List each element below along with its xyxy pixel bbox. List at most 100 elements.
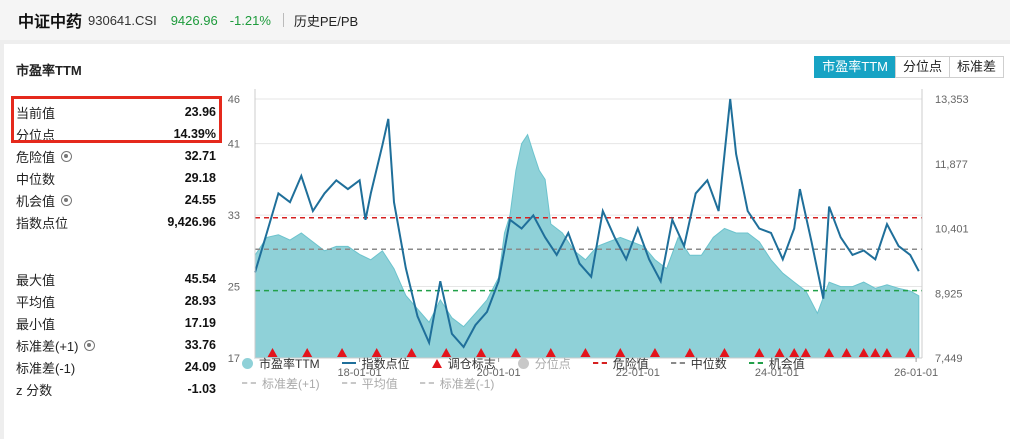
stat-label: 指数点位 xyxy=(16,213,68,232)
stat-label-text: 最小值 xyxy=(16,316,56,332)
rebalance-marker xyxy=(580,348,591,357)
rebalance-marker xyxy=(441,348,452,357)
stat-value: 23.96 xyxy=(184,105,216,119)
legend-item[interactable]: 标准差(-1) xyxy=(419,375,494,392)
index-price: 9426.96 xyxy=(170,12,218,28)
history-pe-pb-link[interactable]: 历史PE/PB xyxy=(293,13,359,29)
rebalance-marker xyxy=(684,348,695,357)
stat-row: z 分数 -1.03 xyxy=(16,378,216,400)
y-left-tick-label: 25 xyxy=(228,282,240,294)
rebalance-marker xyxy=(649,348,660,357)
stats-panel: 当前值 23.96 分位点 14.39% 危险值 32.71 中位数 29.18 机会值 24.5… xyxy=(16,101,216,233)
legend-item[interactable]: 调仓标志 xyxy=(431,355,496,372)
stat-row: 标准差(+1) 33.76 xyxy=(16,334,216,356)
stat-row: 最大值 45.54 xyxy=(16,268,216,290)
stat-value: 9,426.96 xyxy=(167,215,216,229)
x-tick-label: 18-01-01 xyxy=(338,367,382,379)
stat-value: 45.54 xyxy=(184,272,216,286)
stat-row: 危险值 32.71 xyxy=(16,145,216,167)
legend-label: 危险值 xyxy=(612,356,649,371)
y-left-tick-label: 46 xyxy=(228,94,240,106)
legend-label: 指数点位 xyxy=(361,356,410,371)
legend-item[interactable]: 市盈率TTM xyxy=(242,355,320,372)
stat-row: 最小值 17.19 xyxy=(16,312,216,334)
stat-row: 机会值 24.55 xyxy=(16,189,216,211)
stat-label: 机会值 xyxy=(16,191,73,210)
rebalance-marker xyxy=(881,348,892,357)
stat-label: z 分数 xyxy=(16,380,52,399)
legend-item[interactable]: 机会值 xyxy=(748,355,805,372)
x-tick-label: 22-01-01 xyxy=(616,367,660,379)
rebalance-marker xyxy=(824,348,835,357)
gear-icon[interactable] xyxy=(61,194,73,206)
triangle-icon xyxy=(431,358,442,368)
stat-label-text: 标准差(-1) xyxy=(16,360,76,376)
x-tick-label: 20-01-01 xyxy=(477,367,521,379)
legend-dash-icon xyxy=(748,362,763,364)
legend-item[interactable]: 危险值 xyxy=(592,355,649,372)
stat-value: 29.18 xyxy=(184,171,216,185)
legend-label: 标准差(+1) xyxy=(262,376,320,391)
stat-row: 当前值 23.96 xyxy=(16,101,216,123)
legend-label: 机会值 xyxy=(768,356,805,371)
legend-item[interactable]: 分位点 xyxy=(517,355,571,372)
rebalance-marker xyxy=(476,348,487,357)
rebalance-marker xyxy=(774,348,785,357)
legend-dash-icon xyxy=(242,382,256,384)
legend-item[interactable]: 指数点位 xyxy=(341,355,410,372)
stat-label-text: 机会值 xyxy=(16,193,56,209)
legend-label: 中位数 xyxy=(690,356,727,371)
index-name: 中证中药 xyxy=(18,14,83,31)
stat-value: 24.55 xyxy=(184,193,216,207)
index-code: 930641.CSI xyxy=(88,12,157,28)
y-right-tick-label: 10,401 xyxy=(935,224,969,236)
stats-panel-2: 最大值 45.54 平均值 28.93 最小值 17.19 标准差(+1) 33.76 标准差(… xyxy=(16,268,216,400)
gear-icon[interactable] xyxy=(84,339,96,351)
rebalance-marker xyxy=(337,348,348,357)
stat-label-text: 分位点 xyxy=(16,127,56,143)
rebalance-marker xyxy=(406,348,417,357)
y-left-tick-label: 33 xyxy=(228,210,240,222)
legend-label: 调仓标志 xyxy=(447,356,496,371)
rebalance-marker xyxy=(267,348,278,357)
stat-label: 当前值 xyxy=(16,103,55,122)
highlight-box xyxy=(11,96,222,143)
index-change: -1.21% xyxy=(229,12,271,28)
legend-item[interactable]: 中位数 xyxy=(670,355,727,372)
legend-item[interactable]: 标准差(+1) xyxy=(242,375,320,392)
stat-value: 28.93 xyxy=(184,294,216,308)
tab-std-dev[interactable]: 标准差 xyxy=(948,56,1004,78)
stat-row: 标准差(-1) 24.09 xyxy=(16,356,216,378)
stat-label: 平均值 xyxy=(16,292,55,311)
metric-toggle: 市盈率TTM 分位点 标准差 xyxy=(814,56,1004,78)
legend-label: 分位点 xyxy=(534,356,571,371)
stat-value: 24.09 xyxy=(184,360,216,374)
legend-row: 标准差(+1) 平均值 标准差(-1) xyxy=(242,373,827,393)
x-tick-label: 24-01-01 xyxy=(755,367,799,379)
rebalance-marker xyxy=(789,348,800,357)
rebalance-marker xyxy=(858,348,869,357)
gear-icon[interactable] xyxy=(61,150,73,162)
legend-dash-icon xyxy=(592,362,607,364)
tab-pe-ttm[interactable]: 市盈率TTM xyxy=(814,56,896,78)
legend-row: 市盈率TTM 指数点位 调仓标志 分位点 危险值 中位数 机会值 xyxy=(242,353,827,373)
stat-label-text: 指数点位 xyxy=(16,215,69,231)
rebalance-marker xyxy=(510,348,521,357)
stat-label: 分位点 xyxy=(16,125,55,144)
stat-label-text: 当前值 xyxy=(16,105,56,121)
y-left-tick-label: 17 xyxy=(228,353,240,365)
top-bar: 中证中药 930641.CSI 9426.96 -1.21% 历史PE/PB xyxy=(0,0,1010,40)
y-left-tick-label: 41 xyxy=(228,139,240,151)
rebalance-marker xyxy=(800,348,811,357)
legend-label: 平均值 xyxy=(361,376,398,391)
legend-dash-icon xyxy=(670,362,685,364)
legend-dash-icon xyxy=(341,382,356,384)
y-right-tick-label: 8,925 xyxy=(935,288,963,300)
stat-row: 平均值 28.93 xyxy=(16,290,216,312)
stat-row: 中位数 29.18 xyxy=(16,167,216,189)
stat-label: 标准差(+1) xyxy=(16,336,96,355)
stat-value: 33.76 xyxy=(184,338,216,352)
tab-percentile[interactable]: 分位点 xyxy=(894,56,950,78)
legend-item[interactable]: 平均值 xyxy=(341,375,398,392)
